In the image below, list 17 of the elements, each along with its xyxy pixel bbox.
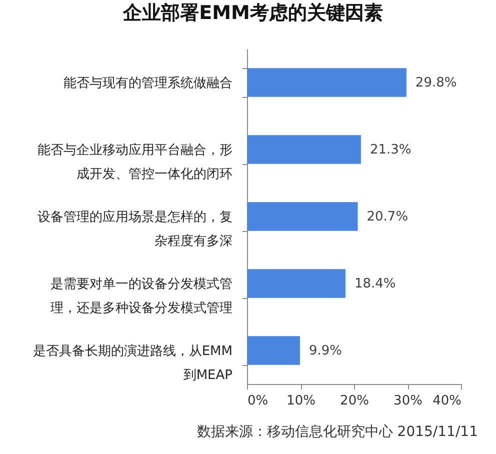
data-label: 9.9% [308, 344, 342, 358]
data-label: 18.4% [354, 276, 396, 292]
y-tick-label: 能否与企业移动应用平台融合，形成开发、管控一体化的闭环 [38, 142, 232, 182]
x-tick-label: 40% [432, 394, 462, 408]
source-note: 数据来源：移动信息化研究中心 2015/11/11 [196, 424, 478, 440]
x-tick-label: 30% [394, 394, 422, 408]
data-label: 29.8% [415, 76, 457, 90]
y-tick-label: 设备管理的应用场景是怎样的，复杂程度有多深 [38, 209, 232, 249]
y-tick-label: 是需要对单一的设备分发模式管理，还是多种设备分发模式管理 [50, 277, 232, 316]
data-label: 21.3% [370, 142, 412, 158]
x-tick-label: 20% [340, 394, 369, 408]
y-tick-label: 是否具备长期的演进路线，从EMM到MEAP [32, 344, 233, 383]
x-tick-label: 10% [286, 394, 316, 408]
x-tick-label: 0% [248, 394, 268, 408]
chart-title: 企业部署EMM考虑的关键因素 [122, 2, 383, 24]
data-label: 20.7% [366, 210, 408, 224]
y-tick-label: 能否与现有的管理系统做融合 [64, 76, 232, 91]
